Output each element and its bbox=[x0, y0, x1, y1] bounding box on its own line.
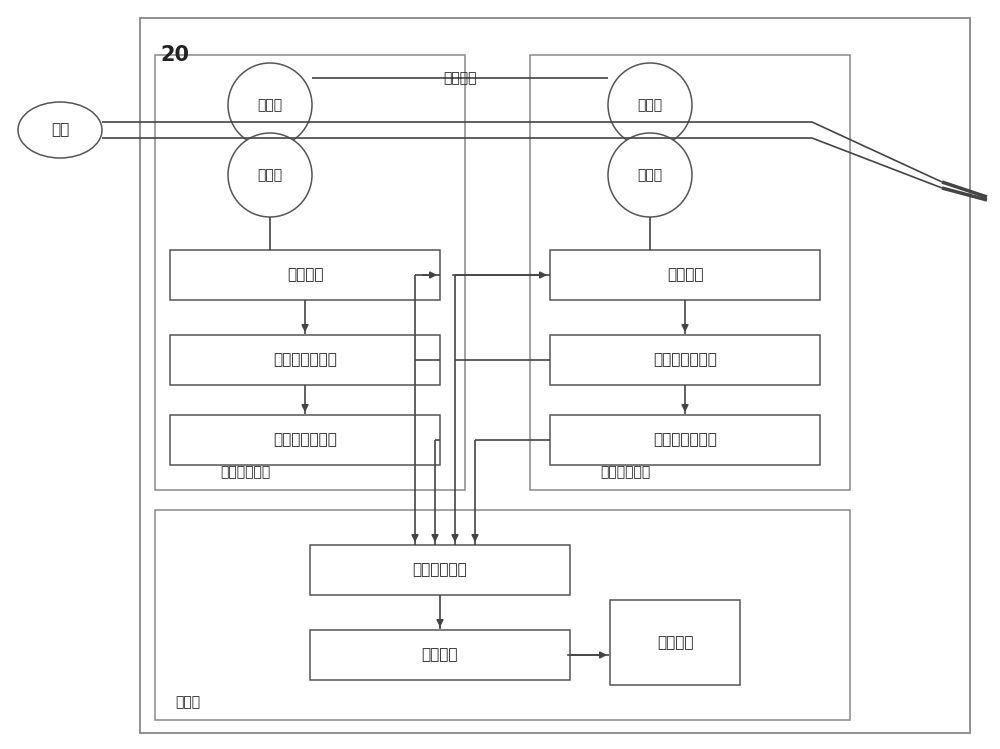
Text: 第二速度传感器: 第二速度传感器 bbox=[653, 353, 717, 368]
Text: 反馈接收单元: 反馈接收单元 bbox=[413, 562, 467, 577]
Circle shape bbox=[608, 133, 692, 217]
Text: 第一速度传感器: 第一速度传感器 bbox=[273, 353, 337, 368]
Bar bbox=[170, 335, 440, 385]
Bar bbox=[310, 545, 570, 595]
Text: 送丝轮: 送丝轮 bbox=[257, 98, 283, 112]
Bar bbox=[610, 600, 740, 685]
Text: 控制器: 控制器 bbox=[175, 695, 200, 709]
Bar bbox=[310, 630, 570, 680]
Text: 第一电流传感器: 第一电流传感器 bbox=[273, 432, 337, 447]
Bar bbox=[550, 250, 820, 300]
Text: 第二电机: 第二电机 bbox=[667, 267, 703, 282]
Bar bbox=[155, 510, 850, 720]
Text: 第二电流传感器: 第二电流传感器 bbox=[653, 432, 717, 447]
Circle shape bbox=[228, 133, 312, 217]
Text: 第一电机: 第一电机 bbox=[287, 267, 323, 282]
Text: 控制单元: 控制单元 bbox=[422, 647, 458, 663]
Text: 送丝通路: 送丝通路 bbox=[443, 71, 477, 85]
Text: 驱动单元: 驱动单元 bbox=[657, 635, 693, 650]
Circle shape bbox=[228, 63, 312, 147]
Text: 第二送丝单元: 第二送丝单元 bbox=[600, 465, 650, 479]
Bar bbox=[550, 415, 820, 465]
Text: 20: 20 bbox=[160, 45, 189, 65]
Bar bbox=[170, 415, 440, 465]
Text: 送丝轮: 送丝轮 bbox=[637, 168, 663, 182]
Bar bbox=[530, 55, 850, 490]
Ellipse shape bbox=[18, 102, 102, 158]
Circle shape bbox=[608, 63, 692, 147]
Bar bbox=[140, 18, 970, 733]
Text: 第一送丝单元: 第一送丝单元 bbox=[220, 465, 270, 479]
Text: 焉丝: 焉丝 bbox=[51, 123, 69, 138]
Bar bbox=[155, 55, 465, 490]
Bar bbox=[170, 250, 440, 300]
Bar bbox=[550, 335, 820, 385]
Text: 送丝轮: 送丝轮 bbox=[257, 168, 283, 182]
Text: 送丝轮: 送丝轮 bbox=[637, 98, 663, 112]
